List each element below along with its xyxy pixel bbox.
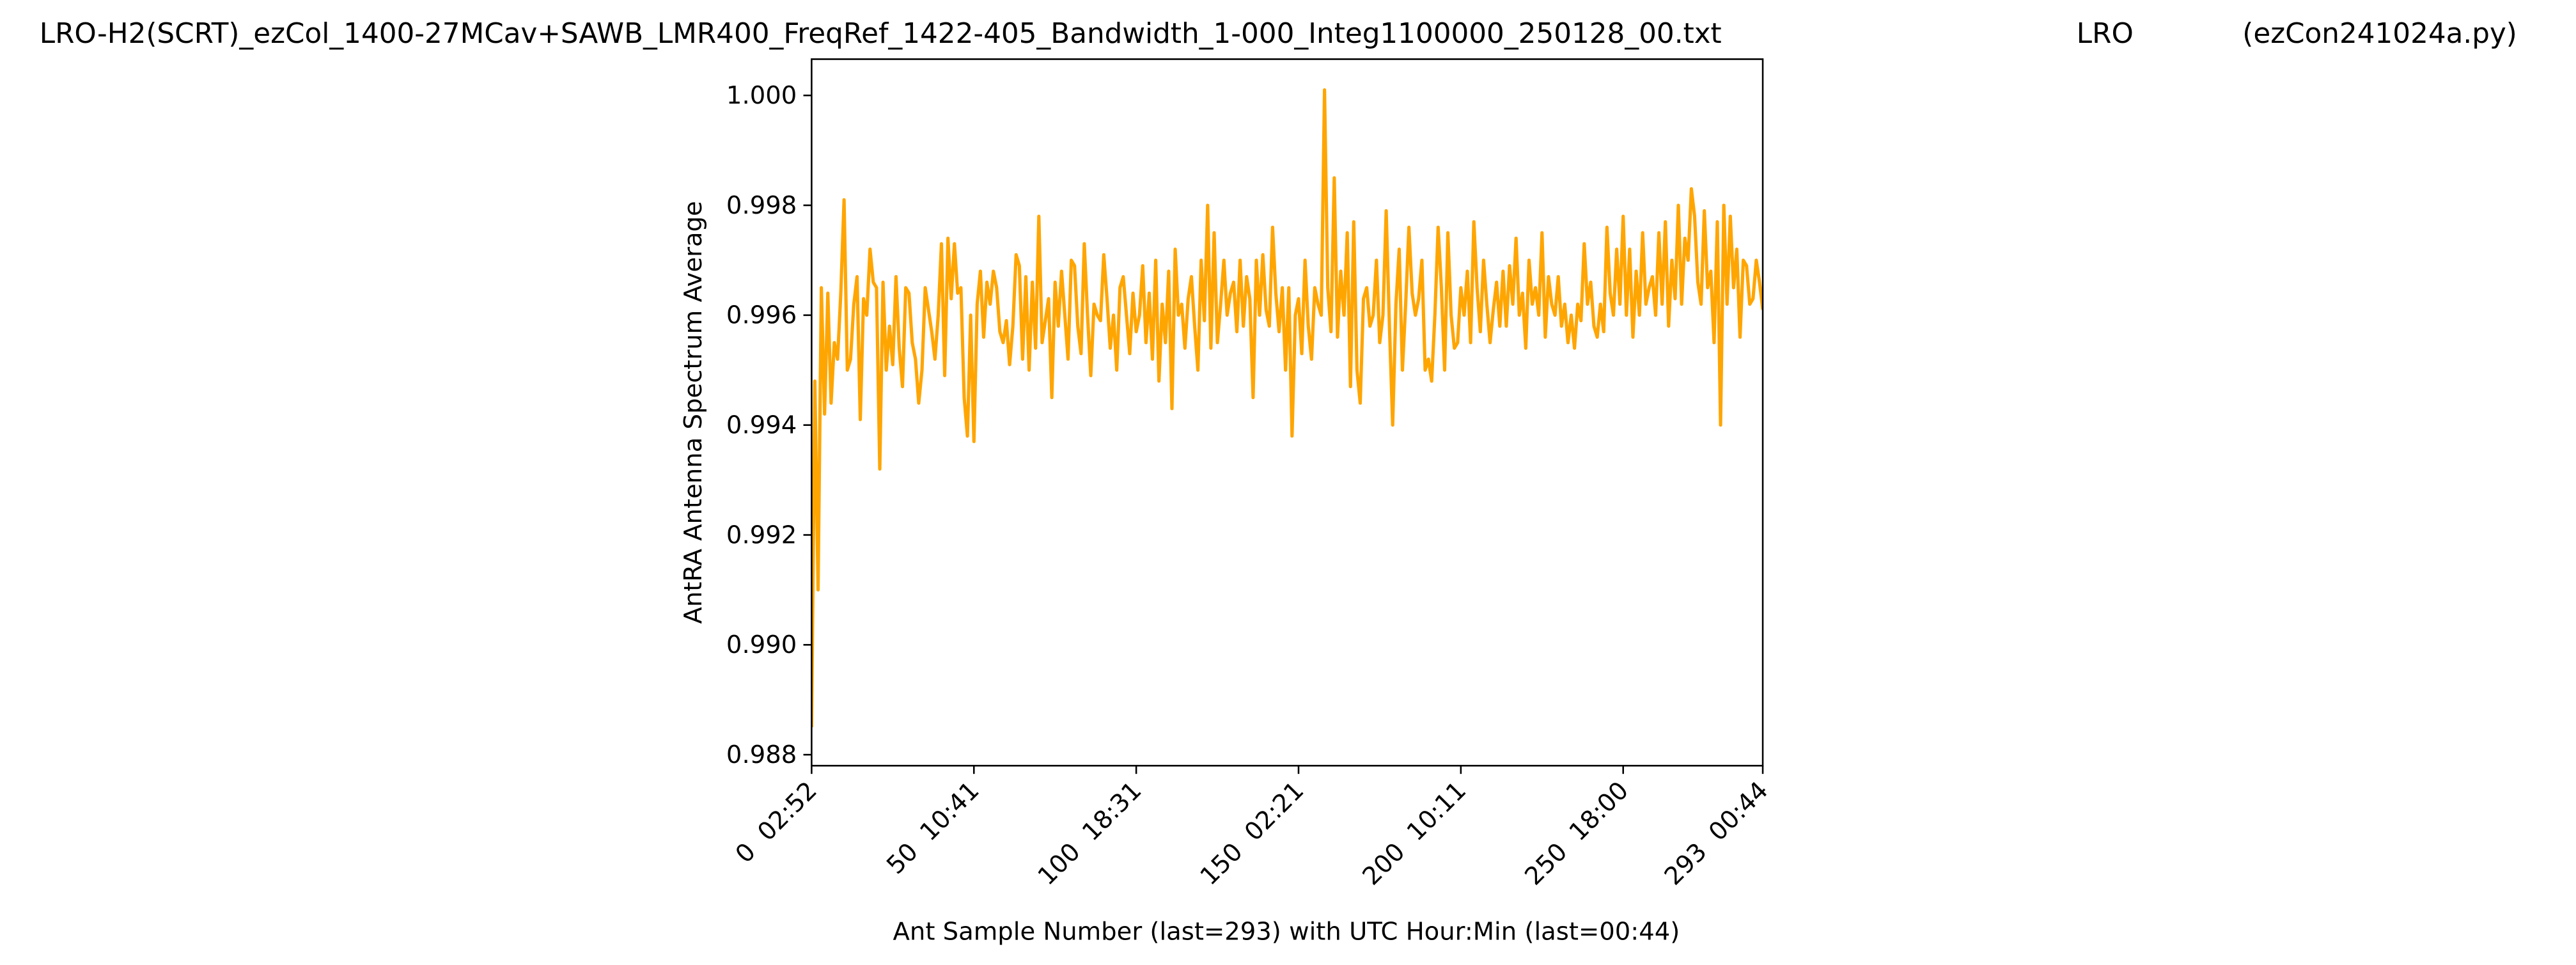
site-label: LRO [2077,17,2134,50]
y-axis-label: AntRA Antenna Spectrum Average [679,201,708,624]
y-tick-label: 0.998 [726,191,797,220]
y-tick-label: 0.994 [726,411,797,440]
y-tick-label: 0.996 [726,301,797,330]
x-axis-label: Ant Sample Number (last=293) with UTC Ho… [893,918,1680,946]
data-line [811,88,1763,728]
chart-title: LRO-H2(SCRT)_ezCol_1400-27MCav+SAWB_LMR4… [40,17,1722,50]
y-tick-label: 0.988 [726,741,797,769]
y-tick-label: 0.992 [726,521,797,549]
program-label: (ezCon241024a.py) [2242,17,2517,50]
y-tick-label: 1.000 [726,81,797,110]
y-tick-label: 0.990 [726,631,797,659]
plot-frame [811,58,1764,767]
